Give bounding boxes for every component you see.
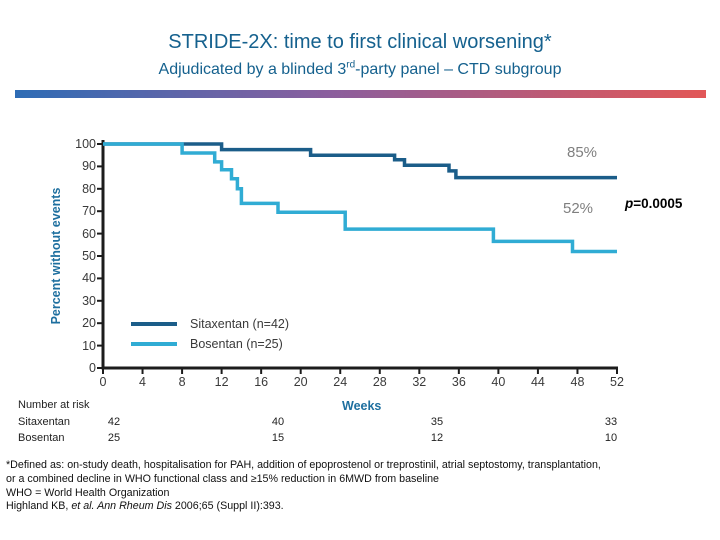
y-tick-label: 90 [82,159,96,174]
legend-label-bosentan: Bosentan (n=25) [190,337,283,351]
x-tick-label: 0 [99,375,107,389]
x-axis-title: Weeks [342,399,382,413]
x-tick-label: 52 [610,375,624,389]
legend-row-sitaxentan: Sitaxentan (n=42) [131,314,289,334]
chart-legend: Sitaxentan (n=42) Bosentan (n=25) [131,314,289,354]
citation-authors: Highland KB, [6,500,72,513]
x-tick-label: 16 [254,375,269,389]
x-tick-label: 20 [293,375,308,389]
sitaxentan-line-swatch [131,322,177,326]
risk-value: 33 [604,416,618,428]
slide-subtitle: Adjudicated by a blinded 3rd-party panel… [0,59,720,79]
x-tick-label: 44 [530,375,545,389]
legend-label-sitaxentan: Sitaxentan (n=42) [190,317,290,331]
x-tick-label: 8 [178,375,186,389]
x-tick-label: 4 [139,375,147,389]
p-value-number: =0.0005 [633,196,683,211]
y-tick-label: 70 [82,204,96,219]
y-tick-label: 10 [82,338,96,353]
x-tick-label: 48 [570,375,585,389]
y-tick-label: 50 [82,249,96,263]
subtitle-superscript: rd [346,59,356,71]
risk-row-label: Bosentan [18,432,65,444]
footnote-line-4: Highland KB, et al. Ann Rheum Dis 2006;6… [6,500,718,514]
y-tick-label: 40 [82,271,96,286]
x-tick-label: 12 [214,375,229,389]
subtitle-text: Adjudicated by a blinded 3 [158,61,347,78]
y-tick-label: 0 [89,361,96,375]
footnote-line-2: or a combined decline in WHO functional … [6,472,439,485]
legend-row-bosentan: Bosentan (n=25) [131,334,289,354]
km-curve-0 [103,142,617,180]
x-tick-label: 40 [491,375,506,389]
x-tick-label: 24 [333,375,348,389]
risk-value: 15 [271,432,285,444]
x-tick-label: 28 [372,375,387,389]
citation-journal: et al. Ann Rheum Dis [71,500,172,513]
slide-title: STRIDE-2X: time to first clinical worsen… [168,31,552,53]
risk-value: 12 [430,432,444,444]
annotation-sitaxentan-percent: 85% [567,144,598,161]
p-value-symbol: p [625,196,634,211]
y-tick-label: 80 [82,181,96,196]
footnote-line-1: *Defined as: on-study death, hospitalisa… [6,459,601,471]
bosentan-line-swatch [131,342,177,346]
km-curve-1 [103,142,617,254]
y-tick-label: 30 [82,293,96,308]
risk-value: 25 [107,432,121,444]
risk-row-label: Sitaxentan [18,416,70,428]
y-tick-label: 100 [75,137,96,151]
number-at-risk-heading: Number at risk [18,399,90,411]
annotation-p-value: p=0.0005 [625,196,682,211]
y-tick-label: 20 [82,316,96,331]
footnote-line-3: WHO = World Health Organization [6,486,170,499]
footnotes: *Defined as: on-study death, hospitalisa… [6,459,718,514]
x-tick-label: 36 [451,375,466,389]
citation-issue: 2006;65 (Suppl II):393. [171,500,284,513]
gradient-divider-bar [15,90,706,98]
risk-value: 35 [430,416,444,428]
x-tick-label: 32 [412,375,427,389]
y-tick-label: 60 [82,226,96,241]
risk-value: 10 [604,432,618,444]
annotation-bosentan-percent: 52% [563,200,594,217]
risk-value: 42 [107,416,121,428]
risk-value: 40 [271,416,285,428]
subtitle-text-tail: -party panel – CTD subgroup [355,61,562,78]
